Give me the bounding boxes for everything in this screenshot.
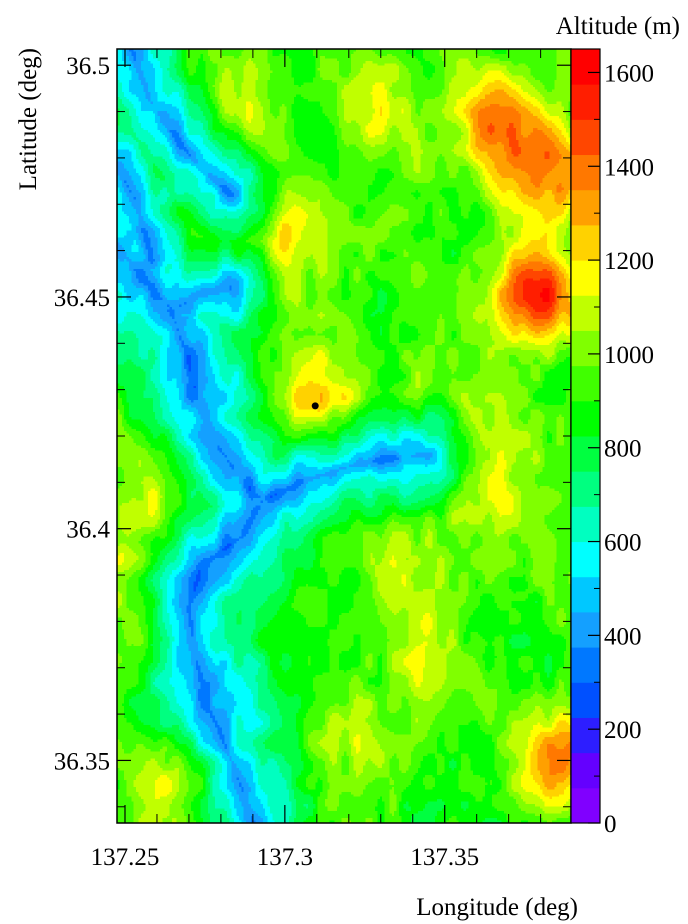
y-axis-ticks: 36.35 36.4 36.45 36.5 (54, 53, 571, 808)
colorbar-band (571, 224, 600, 261)
x-tick-label: 137.3 (257, 844, 313, 871)
colorbar-band (571, 400, 600, 437)
colorbar-tick-label: 400 (604, 623, 642, 650)
colorbar-tick-label: 1400 (604, 154, 654, 181)
x-tick-label: 137.25 (91, 844, 160, 871)
colorbar-band (571, 576, 600, 613)
altitude-heatmap (117, 49, 571, 823)
colorbar-bands (571, 49, 600, 824)
colorbar-band (571, 717, 600, 754)
colorbar-band (571, 471, 600, 507)
colorbar-band (571, 119, 600, 156)
colorbar: 0 200 400 600 800 1000 1200 1400 1600 (570, 48, 654, 838)
location-marker (311, 402, 319, 410)
y-tick-label: 36.5 (66, 53, 110, 80)
x-tick-label: 137.35 (410, 844, 479, 871)
colorbar-band (571, 260, 600, 296)
colorbar-tick-label: 200 (604, 717, 642, 744)
colorbar-band (571, 682, 600, 718)
colorbar-band (571, 752, 600, 789)
x-axis-ticks: 137.25 137.3 137.35 (91, 49, 542, 871)
colorbar-band (571, 295, 600, 331)
colorbar-band (571, 611, 600, 648)
colorbar-ticks: 0 200 400 600 800 1000 1200 1400 1600 (588, 60, 654, 838)
colorbar-tick-label: 1000 (604, 342, 654, 369)
colorbar-band (571, 49, 600, 85)
colorbar-band (571, 647, 600, 683)
colorbar-band (571, 787, 600, 824)
colorbar-frame (570, 48, 601, 824)
y-tick-label: 36.35 (54, 748, 110, 775)
map-plot-area: 137.25 137.3 137.35 36.35 36.4 36.45 36.5 (54, 48, 572, 871)
x-axis-title: Longitude (deg) (416, 894, 578, 921)
colorbar-tick-label: 800 (604, 436, 642, 463)
colorbar-band (571, 154, 600, 191)
y-tick-label: 36.45 (54, 285, 110, 312)
y-axis-title: Latitude (deg) (15, 48, 42, 190)
colorbar-tick-label: 1600 (604, 60, 654, 87)
colorbar-band (571, 436, 600, 472)
colorbar-band (571, 541, 600, 578)
colorbar-band (571, 330, 600, 367)
colorbar-band (571, 84, 600, 120)
colorbar-band (571, 365, 600, 402)
colorbar-band (571, 506, 600, 543)
colorbar-tick-label: 0 (604, 811, 617, 838)
colorbar-tick-label: 1200 (604, 248, 654, 275)
colorbar-band (571, 189, 600, 226)
colorbar-title: Altitude (m) (556, 13, 680, 40)
colorbar-tick-label: 600 (604, 530, 642, 557)
y-tick-label: 36.4 (66, 517, 110, 544)
